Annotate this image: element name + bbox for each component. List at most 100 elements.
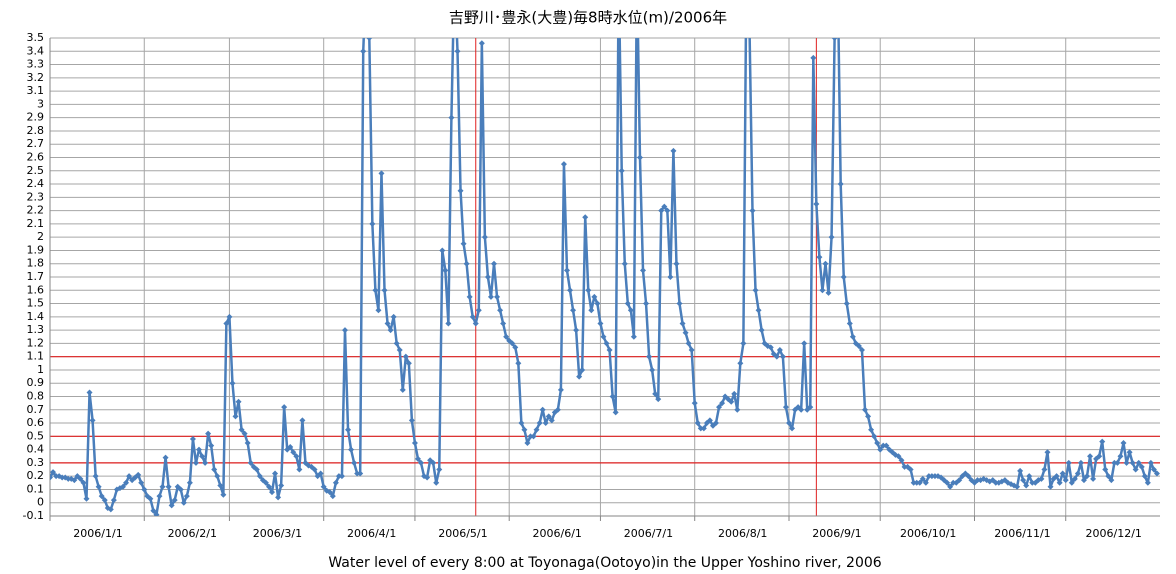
data-point xyxy=(1120,439,1127,446)
data-point xyxy=(1044,449,1051,456)
data-point xyxy=(533,426,540,433)
data-point xyxy=(603,340,610,347)
data-point xyxy=(621,260,628,267)
data-point xyxy=(646,353,653,360)
x-tick-label: 2006/11/1 xyxy=(994,527,1050,540)
x-tick-label: 2006/10/1 xyxy=(900,527,956,540)
data-point xyxy=(916,479,923,486)
data-point xyxy=(1138,463,1145,470)
data-point xyxy=(98,493,105,500)
data-point xyxy=(563,267,570,274)
data-point xyxy=(338,473,345,480)
data-point xyxy=(399,386,406,393)
data-point xyxy=(1077,459,1084,466)
data-point xyxy=(913,479,920,486)
x-tick-label: 2006/5/1 xyxy=(438,527,487,540)
data-point xyxy=(944,479,951,486)
data-point xyxy=(65,475,72,482)
data-point xyxy=(825,289,832,296)
y-tick-label: 2.2 xyxy=(27,204,45,217)
data-point xyxy=(679,320,686,327)
y-tick-label: 2.4 xyxy=(27,177,45,190)
data-point xyxy=(220,491,227,498)
data-point xyxy=(262,479,269,486)
data-point xyxy=(992,479,999,486)
data-point xyxy=(974,477,981,484)
data-point xyxy=(749,207,756,214)
data-point xyxy=(862,406,869,413)
data-point xyxy=(630,333,637,340)
data-point xyxy=(1074,470,1081,477)
data-point xyxy=(965,473,972,480)
data-point xyxy=(107,506,114,513)
data-point xyxy=(472,320,479,327)
data-point xyxy=(341,327,348,334)
data-point xyxy=(1068,479,1075,486)
y-tick-label: 0 xyxy=(37,496,44,509)
data-point xyxy=(332,479,339,486)
data-point xyxy=(159,483,166,490)
data-point xyxy=(928,473,935,480)
data-point xyxy=(649,366,656,373)
y-tick-label: 3.2 xyxy=(27,71,45,84)
data-point xyxy=(424,474,431,481)
data-point xyxy=(171,497,178,504)
x-tick-label: 2006/6/1 xyxy=(533,527,582,540)
data-point xyxy=(235,398,242,405)
y-tick-label: 1.2 xyxy=(27,336,45,349)
data-point xyxy=(694,420,701,427)
data-point xyxy=(643,300,650,307)
y-tick-label: 3.1 xyxy=(27,84,45,97)
data-point xyxy=(494,293,501,300)
data-point xyxy=(849,333,856,340)
data-point xyxy=(500,320,507,327)
data-point xyxy=(1087,453,1094,460)
data-point xyxy=(320,483,327,490)
data-point xyxy=(640,267,647,274)
data-point xyxy=(907,466,914,473)
data-point xyxy=(865,413,872,420)
data-point xyxy=(670,147,677,154)
data-point xyxy=(789,425,796,432)
data-point xyxy=(579,366,586,373)
data-point xyxy=(779,353,786,360)
data-point xyxy=(393,340,400,347)
data-point xyxy=(530,433,537,440)
data-point xyxy=(1020,477,1027,484)
data-point xyxy=(594,300,601,307)
data-point xyxy=(457,187,464,194)
data-point xyxy=(442,267,449,274)
data-point xyxy=(767,344,774,351)
data-point xyxy=(299,417,306,424)
data-point xyxy=(816,254,823,261)
data-point xyxy=(1126,449,1133,456)
data-point xyxy=(1029,479,1036,486)
data-point xyxy=(664,207,671,214)
data-point xyxy=(573,327,580,334)
data-point xyxy=(223,320,230,327)
data-point xyxy=(83,495,90,502)
data-point xyxy=(536,420,543,427)
y-tick-label: 1.9 xyxy=(27,243,45,256)
data-point xyxy=(1090,475,1097,482)
data-point xyxy=(1141,473,1148,480)
data-point xyxy=(101,497,108,504)
data-point xyxy=(901,463,908,470)
y-tick-label: 0.3 xyxy=(27,456,45,469)
y-tick-label: 0.4 xyxy=(27,443,45,456)
data-point xyxy=(524,439,531,446)
data-point xyxy=(348,446,355,453)
data-point xyxy=(837,181,844,188)
data-point xyxy=(877,446,884,453)
data-point xyxy=(360,48,367,55)
data-point xyxy=(138,479,145,486)
data-point xyxy=(567,287,574,294)
data-point xyxy=(329,493,336,500)
data-point xyxy=(1056,479,1063,486)
data-point xyxy=(354,470,361,477)
data-point xyxy=(1059,470,1066,477)
data-point xyxy=(758,327,765,334)
data-point xyxy=(208,442,215,449)
data-point xyxy=(165,483,172,490)
